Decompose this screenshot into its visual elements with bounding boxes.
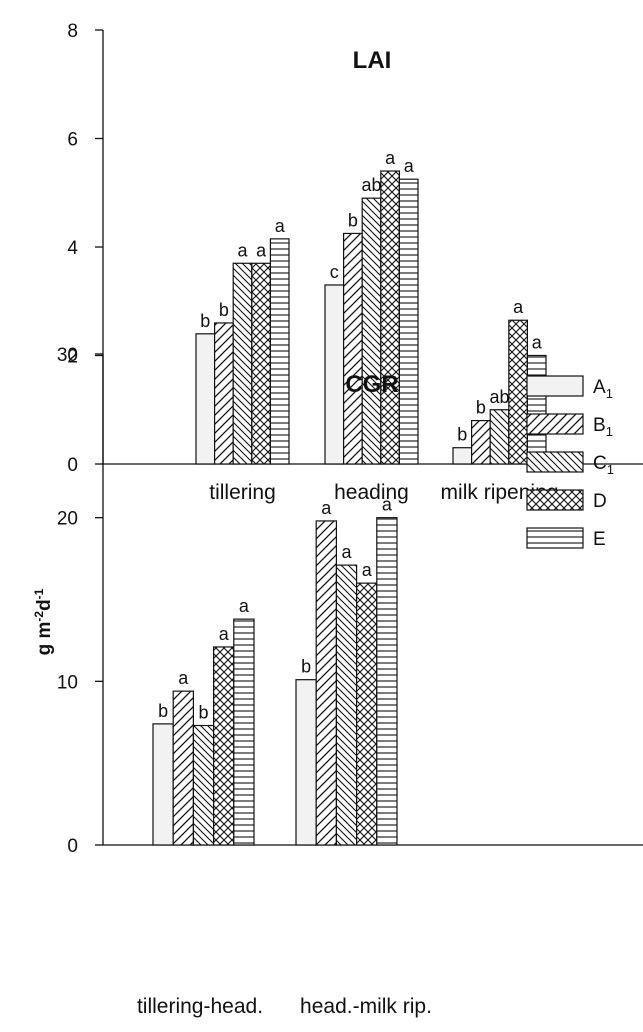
y-label-part: d — [34, 599, 55, 611]
significance-label: b — [219, 300, 229, 320]
legend-label: C1 — [593, 453, 614, 477]
bar-b1-1 — [343, 232, 363, 465]
legend-item-c1: C1 — [526, 451, 614, 477]
chart-title: CGR — [345, 371, 398, 398]
bar-e-2 — [526, 354, 547, 465]
bar-c1-0 — [232, 262, 253, 465]
significance-label: a — [382, 495, 393, 515]
significance-label: a — [321, 498, 332, 518]
significance-label: a — [256, 240, 267, 260]
legend-label-base: E — [593, 529, 606, 550]
bar-c1-0 — [192, 724, 215, 846]
bar-b1-0 — [172, 690, 194, 846]
y-tick-label: 4 — [67, 238, 78, 259]
bar-c1-2 — [489, 409, 510, 465]
bar-e-1 — [398, 178, 419, 465]
legend-swatch — [526, 527, 584, 549]
legend-swatch — [526, 489, 584, 511]
legend-label-base: C — [593, 453, 607, 474]
legend-label-base: A — [593, 377, 606, 398]
legend-item-e: E — [526, 527, 606, 550]
significance-label: a — [404, 156, 415, 176]
chart-panel-1: 0102030CGRbabaatillering-head.baaaahead.… — [32, 345, 643, 1018]
legend-item-a1: A1 — [526, 375, 613, 401]
significance-label: b — [158, 701, 168, 721]
y-tick-label: 0 — [67, 836, 78, 857]
legend-swatch — [526, 375, 584, 397]
significance-label: b — [348, 210, 358, 230]
chart-title: LAI — [353, 47, 392, 74]
significance-label: b — [457, 425, 467, 445]
bar-b1-0 — [214, 322, 234, 465]
significance-label: c — [330, 262, 339, 282]
legend-item-d: D — [526, 489, 607, 512]
significance-label: a — [239, 596, 250, 616]
y-label-exp: -2 — [32, 611, 46, 622]
significance-label: a — [275, 216, 286, 236]
bar-d-1 — [356, 582, 378, 846]
category-label: heading — [334, 481, 409, 504]
y-tick-label: 8 — [67, 21, 78, 42]
legend-label-sub: 1 — [606, 386, 613, 401]
y-tick-label: 20 — [57, 509, 78, 530]
legend-swatch — [526, 451, 584, 473]
legend-label: B1 — [593, 415, 613, 439]
legend-label: D — [593, 491, 607, 512]
y-tick-label: 10 — [57, 672, 78, 693]
significance-label: b — [301, 657, 311, 677]
y-tick-label: 30 — [57, 345, 78, 366]
significance-label: b — [198, 703, 208, 723]
significance-label: a — [237, 240, 248, 260]
bar-d-0 — [213, 646, 235, 846]
bar-a1-1 — [324, 284, 345, 465]
bar-a1-0 — [195, 333, 216, 465]
bar-e-1 — [376, 517, 398, 846]
bar-e-0 — [233, 618, 255, 846]
y-axis-label: g m-2d-1 — [32, 588, 55, 655]
significance-label: a — [219, 624, 230, 644]
bar-b1-2 — [471, 420, 491, 465]
legend-label-sub: 1 — [606, 424, 613, 439]
category-label: head.-milk rip. — [300, 995, 432, 1018]
significance-label: b — [476, 398, 486, 418]
y-label-part: g m — [34, 622, 55, 656]
bar-d-1 — [380, 170, 400, 465]
significance-label: a — [532, 333, 543, 353]
bar-b1-1 — [315, 520, 338, 846]
y-tick-label: 6 — [67, 130, 78, 151]
bar-a1-2 — [452, 447, 473, 465]
legend-label-base: B — [593, 415, 606, 436]
significance-label: b — [200, 311, 210, 331]
bar-e-0 — [269, 238, 290, 465]
bar-c1-1 — [361, 197, 382, 465]
bar-c1-1 — [335, 564, 358, 846]
legend-label-sub: 1 — [607, 462, 614, 477]
y-tick-label: 0 — [67, 455, 78, 476]
significance-label: a — [513, 297, 524, 317]
bar-a1-0 — [152, 723, 174, 846]
bar-d-2 — [508, 319, 528, 465]
significance-label: a — [385, 148, 396, 168]
category-label: tillering-head. — [137, 995, 263, 1018]
legend-item-b1: B1 — [526, 413, 613, 439]
significance-label: a — [341, 542, 352, 562]
legend-label: E — [593, 529, 606, 550]
significance-label: a — [362, 560, 373, 580]
y-label-exp: -1 — [32, 588, 46, 599]
significance-label: ab — [489, 387, 509, 407]
significance-label: a — [178, 668, 189, 688]
y-tick-label: 2 — [67, 347, 78, 368]
bar-a1-1 — [295, 679, 317, 846]
significance-label: ab — [361, 175, 381, 195]
bar-d-0 — [251, 262, 272, 465]
category-label: tillering — [209, 481, 276, 504]
legend-label-base: D — [593, 491, 607, 512]
legend-swatch — [526, 413, 584, 435]
legend-label: A1 — [593, 377, 613, 401]
